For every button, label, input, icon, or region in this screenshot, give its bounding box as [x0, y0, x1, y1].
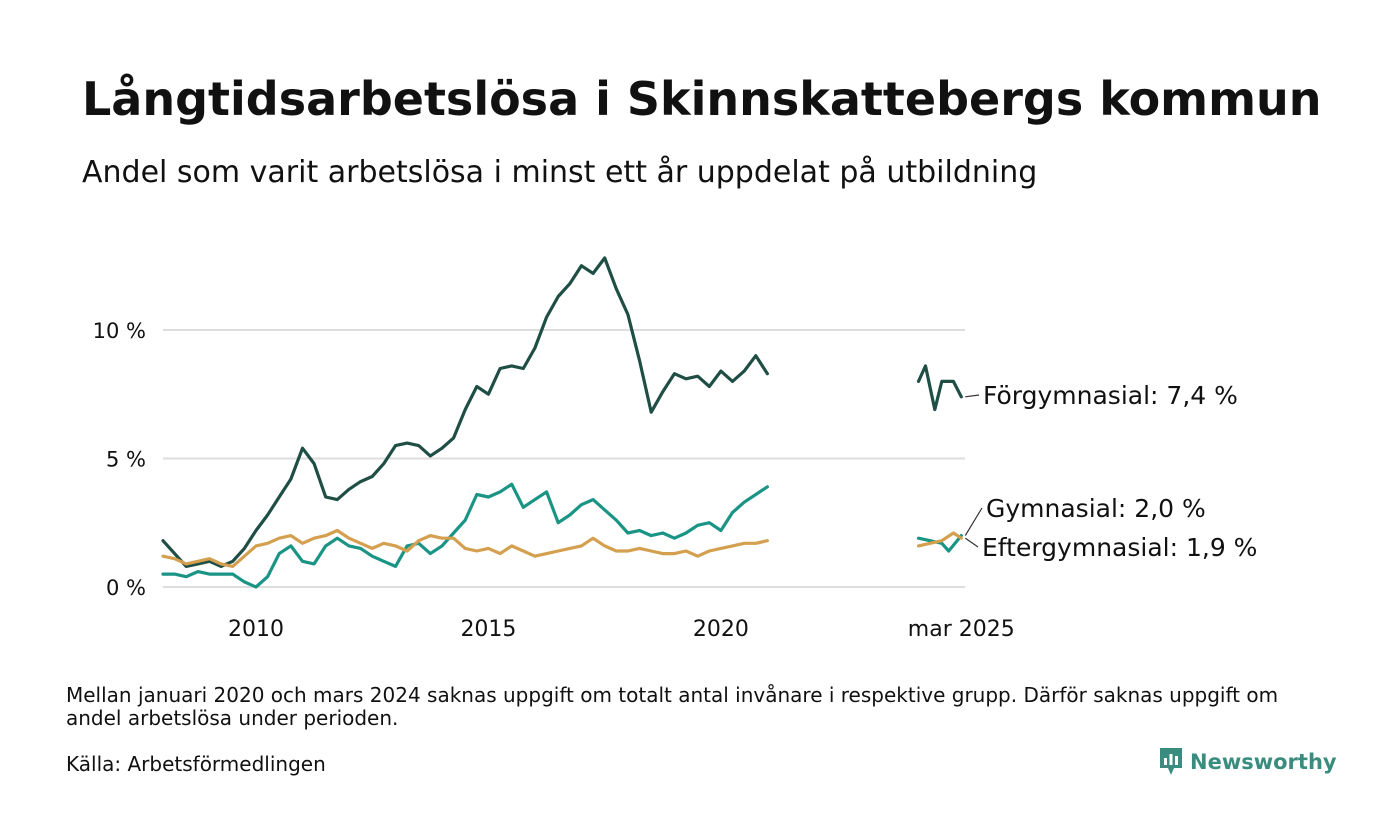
x-tick-label: 2020 — [693, 617, 749, 642]
end-label-eftergymnasial: Eftergymnasial: 1,9 % — [982, 533, 1257, 562]
newsworthy-logo-icon — [1160, 748, 1182, 775]
chart-subtitle: Andel som varit arbetslösa i minst ett å… — [82, 155, 1038, 190]
series-line-förgymnasial — [916, 364, 963, 412]
leader-line — [964, 537, 979, 548]
series-line-eftergymnasial — [161, 528, 769, 568]
source-note: Källa: Arbetsförmedlingen — [66, 752, 326, 776]
brand-logo: Newsworthy — [1158, 746, 1337, 778]
chart-title: Långtidsarbetslösa i Skinnskattebergs ko… — [82, 72, 1322, 126]
series-line-eftergymnasial — [916, 531, 963, 548]
end-label-förgymnasial: Förgymnasial: 7,4 % — [983, 381, 1238, 410]
y-tick-label: 5 % — [106, 447, 146, 471]
footnote: Mellan januari 2020 och mars 2024 saknas… — [66, 683, 1279, 730]
x-tick-label: 2015 — [460, 617, 516, 642]
brand-name: Newsworthy — [1190, 750, 1337, 774]
x-tick-label: 2010 — [228, 617, 284, 642]
leader-line — [965, 394, 980, 398]
leader-line — [964, 507, 983, 536]
y-tick-label: 10 % — [93, 319, 146, 343]
series-line-förgymnasial — [161, 256, 769, 568]
x-tick-label: mar 2025 — [908, 617, 1015, 642]
end-label-gymnasial: Gymnasial: 2,0 % — [986, 494, 1206, 523]
series-line-gymnasial — [161, 482, 769, 589]
y-tick-label: 0 % — [106, 576, 146, 600]
series-line-gymnasial — [916, 534, 963, 553]
